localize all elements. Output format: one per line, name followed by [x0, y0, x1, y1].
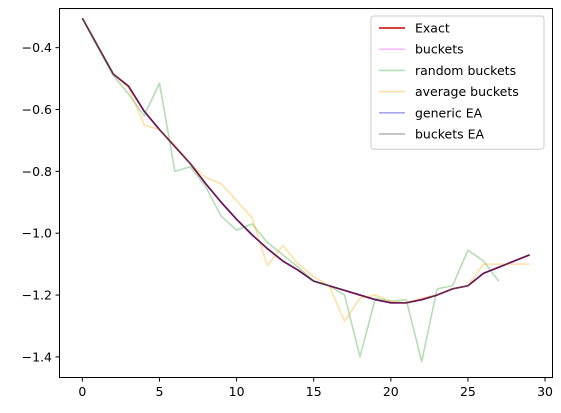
y-axis: −1.4 −1.2 −1.0 −0.8 −0.6 −0.4	[22, 40, 60, 364]
legend-label: buckets EA	[415, 127, 484, 142]
legend-label: Exact	[415, 21, 450, 36]
y-tick-label: −1.0	[22, 226, 52, 241]
x-tick-label: 20	[383, 384, 399, 399]
legend-label: generic EA	[415, 105, 483, 120]
plot-frame	[59, 8, 553, 378]
legend-label: buckets	[415, 42, 464, 57]
y-tick-label: −1.2	[22, 288, 52, 303]
x-tick-label: 5	[156, 384, 164, 399]
series-layer	[81, 17, 530, 363]
series-line-random-buckets	[81, 17, 500, 363]
x-tick-label: 15	[306, 384, 322, 399]
y-tick-label: −0.6	[22, 102, 52, 117]
series-line-generic-ea	[81, 17, 530, 304]
x-tick-label: 0	[78, 384, 86, 399]
series-line-buckets	[81, 17, 530, 304]
y-tick-label: −1.4	[22, 349, 52, 364]
legend-label: average buckets	[415, 84, 519, 99]
series-line-buckets-ea	[81, 17, 530, 304]
x-axis: 0 5 10 15 20 25 30	[78, 377, 553, 399]
series-line-average-buckets	[81, 17, 530, 323]
x-tick-label: 10	[229, 384, 245, 399]
legend-box	[370, 15, 545, 150]
y-tick-label: −0.8	[22, 164, 52, 179]
legend-label: random buckets	[415, 63, 516, 78]
series-line-exact	[81, 17, 530, 304]
legend: Exact buckets random buckets average bucket…	[370, 15, 545, 150]
x-tick-label: 25	[460, 384, 476, 399]
x-tick-label: 30	[537, 384, 553, 399]
y-tick-label: −0.4	[22, 40, 52, 55]
